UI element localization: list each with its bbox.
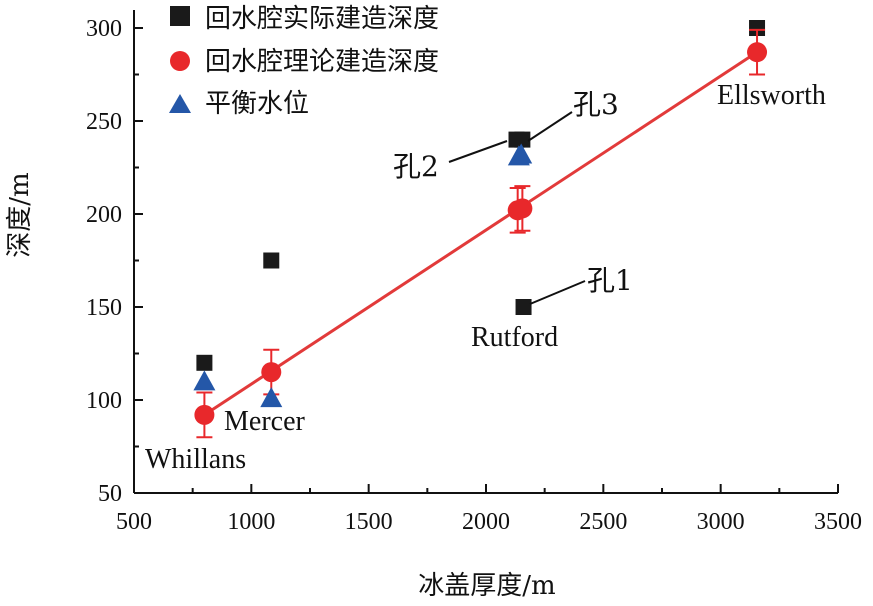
x-axis-title: 冰盖厚度/m	[418, 571, 555, 601]
label-whillans: Whillans	[145, 444, 246, 475]
y-tick-label: 250	[86, 109, 122, 135]
leader-hole2	[448, 140, 508, 163]
actual-depth-point	[749, 20, 766, 36]
label-hole2: 孔2	[393, 150, 439, 183]
x-tick-label: 3000	[697, 509, 745, 535]
y-tick-label: 200	[86, 202, 122, 228]
label-hole3: 孔3	[573, 88, 619, 121]
data-marks	[193, 20, 768, 439]
y-tick-label: 300	[86, 16, 122, 42]
x-tick-label: 2000	[462, 509, 510, 535]
legend-circle-marker	[170, 51, 190, 71]
y-tick-label: 100	[86, 388, 122, 414]
fit-line-group	[203, 50, 758, 417]
label-ellsworth: Ellsworth	[717, 80, 826, 111]
x-tick-label: 1500	[345, 509, 393, 535]
actual-depth-point	[515, 299, 532, 315]
leader-hole1	[529, 280, 586, 305]
theory-depth-point	[261, 362, 282, 383]
theory-depth-point	[747, 42, 768, 63]
legend-square-marker	[170, 6, 190, 26]
label-hole1: 孔1	[587, 264, 633, 297]
actual-depth-point	[514, 131, 531, 148]
water-level-point	[260, 387, 283, 408]
y-axis-title: 深度/m	[5, 172, 35, 257]
label-rutford: Rutford	[471, 322, 558, 353]
legend-label-actual: 回水腔实际建造深度	[205, 4, 439, 34]
legend-triangle-marker	[169, 94, 191, 113]
x-tick-label: 2500	[579, 509, 627, 535]
theory-depth-point	[194, 404, 215, 425]
water-level-point	[510, 143, 533, 164]
actual-depth-point	[196, 354, 213, 371]
x-tick-label: 500	[116, 509, 152, 535]
annotations: Whillans Mercer Rutford Ellsworth 孔1 孔2 …	[145, 80, 826, 475]
axes: 500 1000 1500 2000 2500 3000 3500 50 100 150 200 25…	[86, 10, 862, 535]
legend-label-theory: 回水腔理论建造深度	[205, 47, 439, 77]
label-mercer: Mercer	[224, 406, 306, 437]
fit-line	[203, 50, 758, 417]
leader-hole3	[527, 111, 573, 142]
actual-depth-point	[263, 252, 280, 269]
theory-depth-point	[512, 198, 533, 219]
x-tick-label: 3500	[814, 509, 862, 535]
water-level-point	[193, 370, 216, 391]
x-tick-label: 1000	[227, 509, 275, 535]
legend: 回水腔实际建造深度 回水腔理论建造深度 平衡水位	[169, 4, 439, 119]
legend-label-water: 平衡水位	[205, 89, 309, 119]
y-tick-label: 150	[86, 295, 122, 321]
y-tick-label: 50	[98, 481, 122, 507]
